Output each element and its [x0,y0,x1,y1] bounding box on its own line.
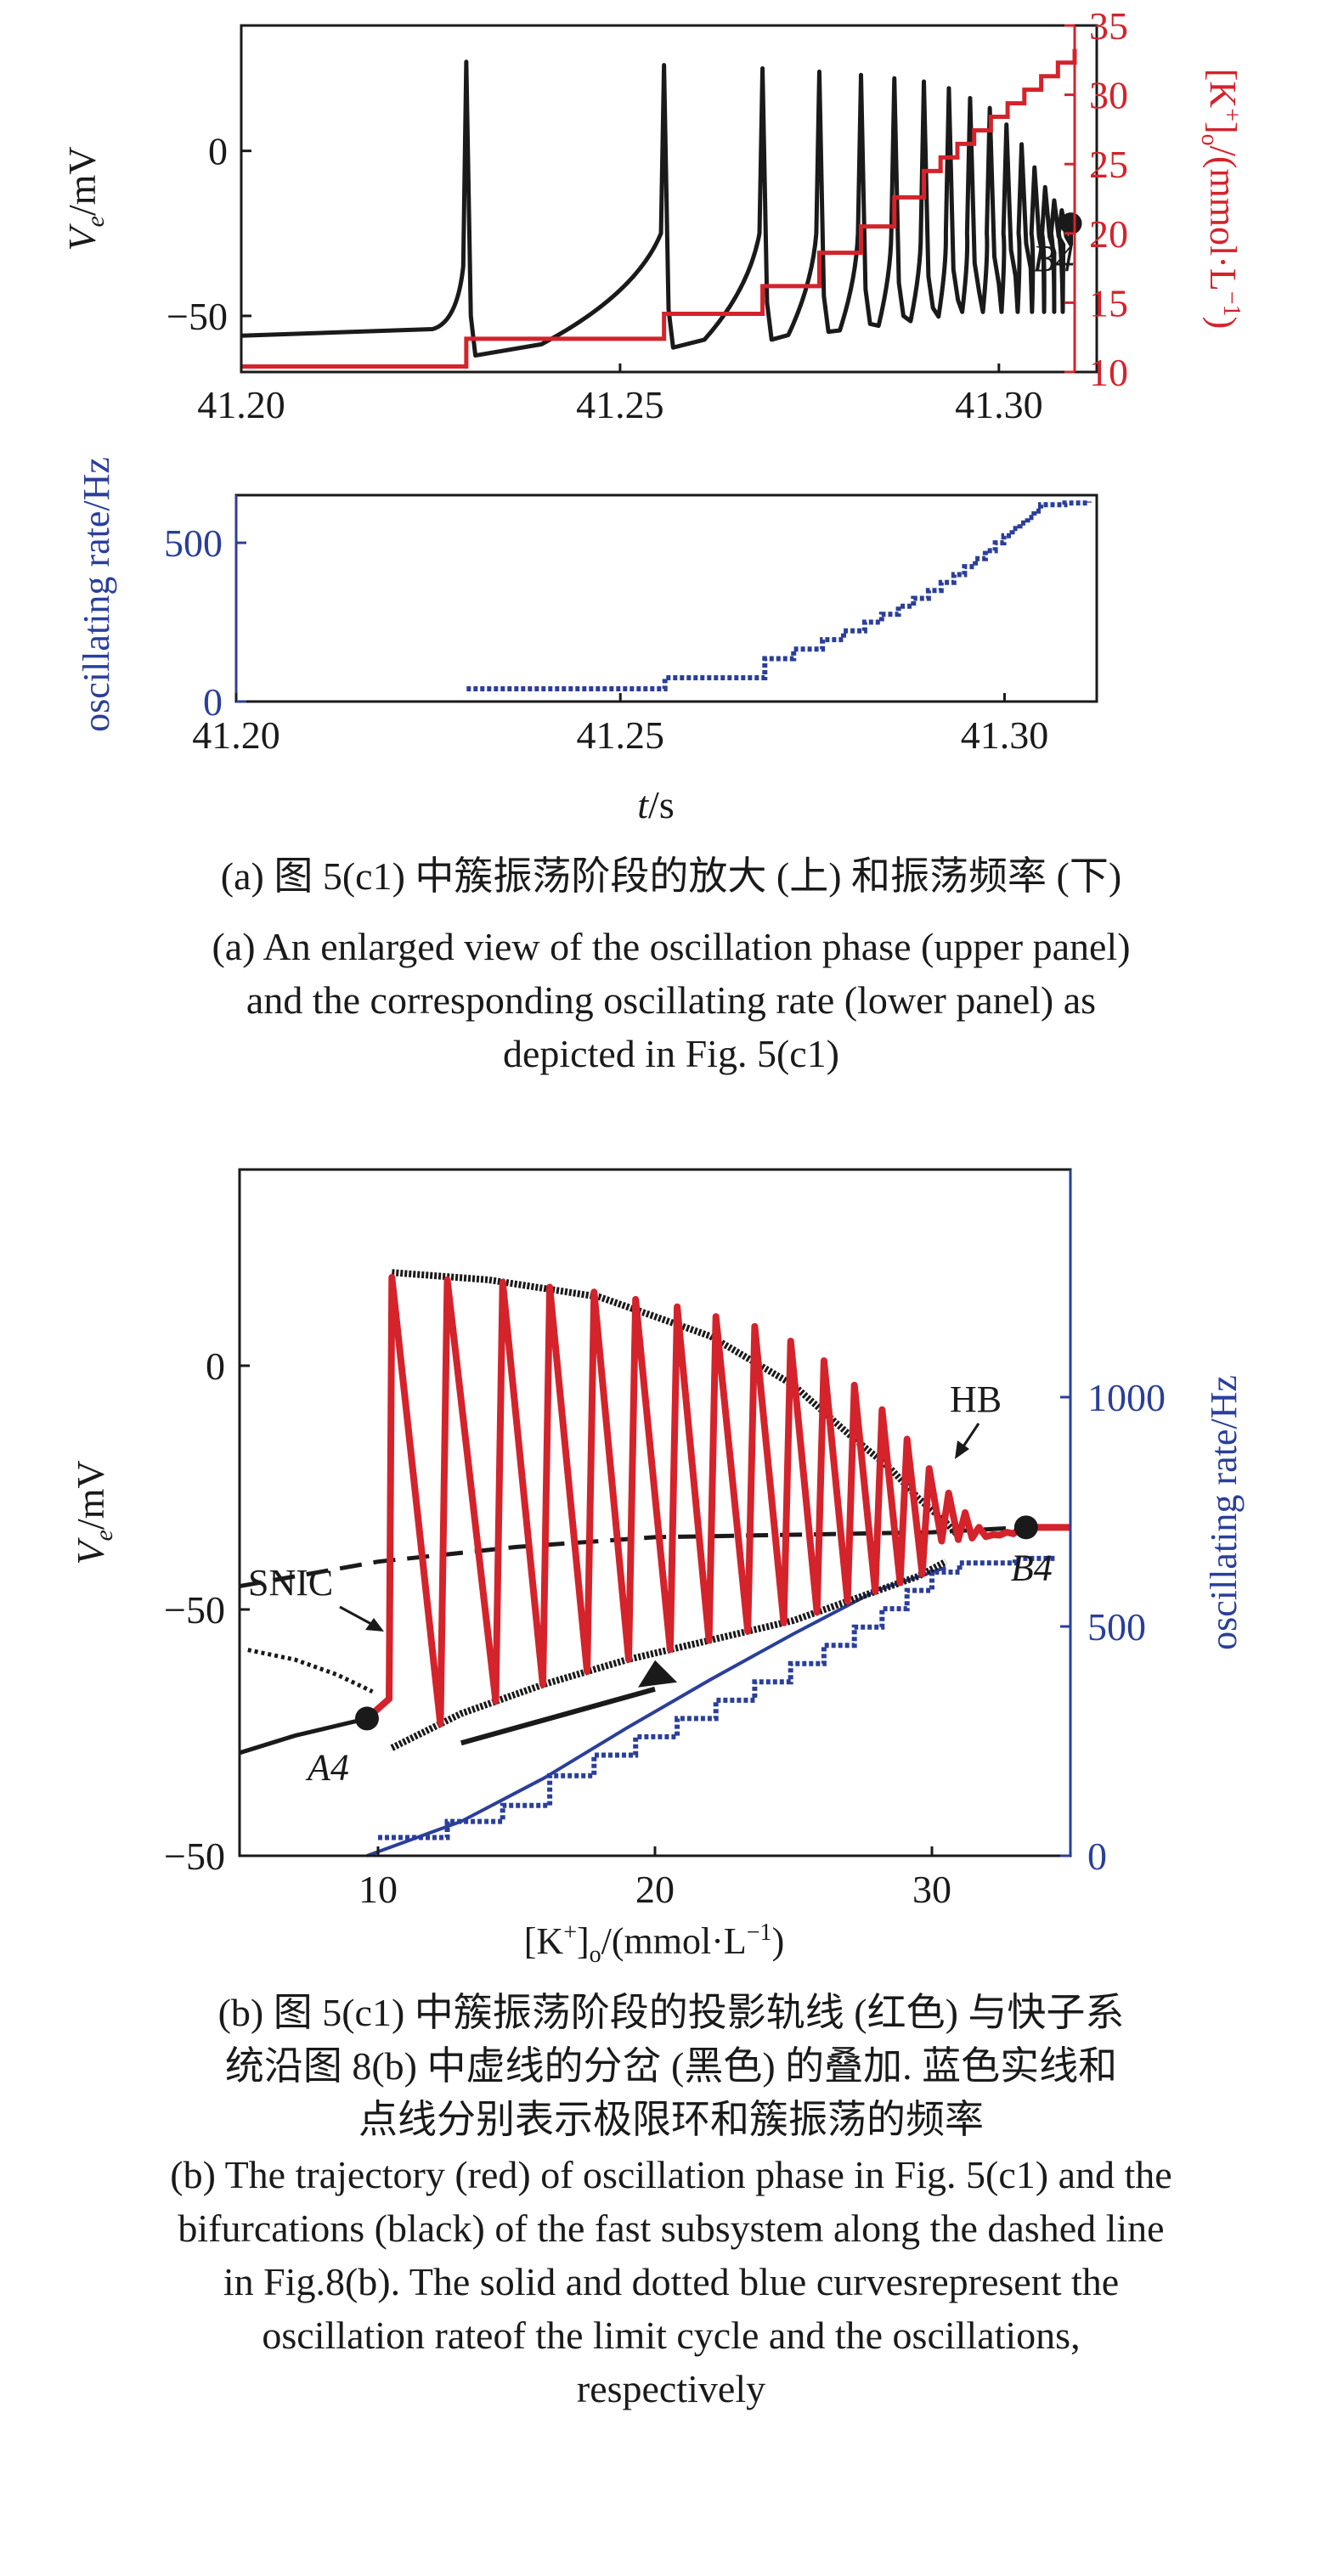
annotation-hb-arrowhead [955,1440,969,1459]
y2-tick-label: 10 [1089,351,1128,394]
trajectory-red [364,1274,1071,1728]
y2-tick-label: 30 [1089,74,1128,117]
plot-area [466,500,1092,691]
plot-area: B4 [240,48,1082,369]
x-tick-label: 20 [635,1868,675,1911]
y2-tick-label: 20 [1089,212,1128,256]
y2-tick-label: 1000 [1087,1376,1166,1419]
y-tick-label: 0 [208,130,228,173]
y-axis-label: oscillating rate/Hz [76,457,117,732]
stable-equilibrium-branch [239,1716,368,1756]
annotation-snic: SNIC [248,1562,333,1604]
endpoint-label-b4: B4 [1033,238,1075,279]
y-tick-label: 0 [206,1344,225,1388]
y-tick-label: 0 [203,680,223,724]
x-axis-label: t/s [637,783,674,826]
caption-b-chinese: (b) 图 5(c1) 中簇振荡阶段的投影轨线 (红色) 与快子系统沿图 8(b… [217,1991,1125,2141]
x-tick-label: 10 [358,1868,398,1911]
caption-a-english: (a) An enlarged view of the oscillation … [212,925,1131,1075]
unstable-equilibrium-branch [239,1525,1026,1589]
panel-a-upper: B4 41.20 41.25 41.30 0 −50 10 15 20 25 30 35 Ve/mV… [60,4,1245,426]
y2-tick-label: 0 [1087,1835,1107,1878]
endpoint-marker-b4 [1059,212,1082,235]
y2-axis-label: [K+]o/(mmol·L−1) [1196,69,1245,329]
direction-arrow-head [638,1660,678,1688]
caption-b: (b) 图 5(c1) 中簇振荡阶段的投影轨线 (红色) 与快子系统沿图 8(b… [119,1986,1223,2415]
y-tick-label: −50 [167,295,228,338]
axes: 41.20 41.25 41.30 0 −50 10 15 20 25 30 35 [167,4,1128,426]
annotation-snic-arrowhead [365,1618,384,1632]
annotation-hb: HB [950,1378,1002,1420]
potassium-concentration-trace [241,48,1077,369]
direction-arrow-shaft [460,1686,656,1746]
panel-b: A4 B4 SNIC HB 10 20 30 0 −50 −50 0 500 1000 Ve/mV o… [69,1168,1245,1968]
y2-tick-label: 35 [1089,4,1128,48]
caption-b-english: (b) The trajectory (red) of oscillation … [170,2153,1172,2410]
plot-area: A4 B4 SNIC HB [239,1269,1071,1857]
y2-tick-label: 25 [1089,143,1128,186]
y2-axis-label: oscillating rate/Hz [1203,1375,1245,1650]
plot-frame [240,24,1098,374]
axes: 41.20 41.25 41.30 0 500 [164,521,1048,757]
x-tick-label: 41.30 [955,383,1043,426]
y-tick-label: 500 [164,521,223,565]
x-tick-label: 41.30 [961,713,1049,757]
marker-a4 [354,1706,379,1731]
y2-tick-label: 15 [1089,281,1128,324]
x-axis-label: [K+]o/(mmol·L−1) [524,1919,784,1968]
marker-b4 [1013,1515,1038,1540]
rate-limit-cycle-line [366,1565,946,1857]
y2-tick-label: 500 [1087,1605,1146,1649]
marker-label-a4: A4 [305,1746,349,1788]
y-tick-label: −50 [164,1588,225,1632]
y-axis-label: Ve/mV [69,1460,118,1564]
membrane-potential-trace [240,59,1074,358]
x-tick-label: 41.20 [197,383,285,426]
x-tick-label: 30 [912,1868,951,1911]
x-tick-label: 41.25 [576,383,664,426]
x-tick-label: 41.25 [576,713,664,757]
x-tick-label: 41.20 [192,713,280,757]
rate-oscillation-staircase [378,1555,1057,1840]
y-axis-label: Ve/mV [60,146,110,251]
caption-a-chinese: (a) 图 5(c1) 中簇振荡阶段的放大 (上) 和振荡频率 (下) [220,854,1122,898]
y-tick-label: −50 [164,1835,225,1878]
marker-label-b4: B4 [1011,1547,1053,1588]
axes: 10 20 30 0 −50 −50 0 500 1000 [164,1344,1166,1911]
plot-frame [234,493,1098,703]
caption-a: (a) 图 5(c1) 中簇振荡阶段的放大 (上) 和振荡频率 (下) (a) … [119,849,1223,1080]
oscillating-rate-trace [466,500,1092,691]
snic-branch [247,1648,374,1694]
